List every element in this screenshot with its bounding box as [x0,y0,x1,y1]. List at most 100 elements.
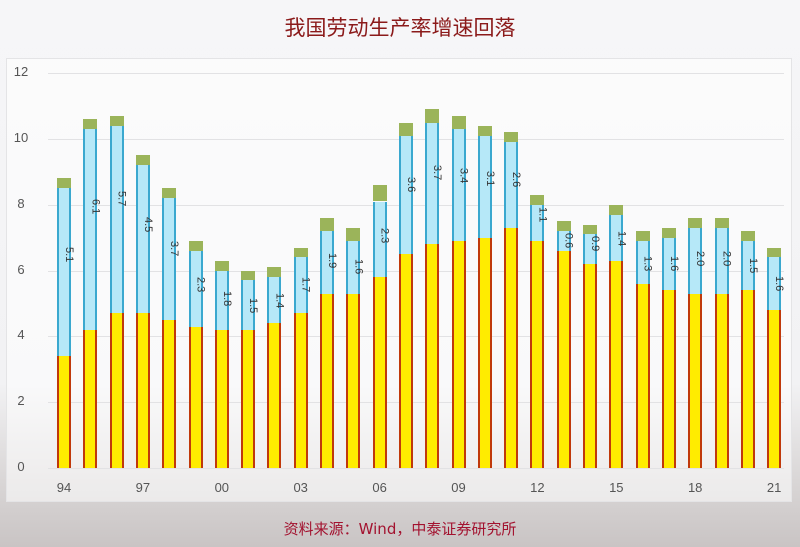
bar-base-segment [530,240,545,468]
bar-mid-segment: 6.1 [83,129,101,330]
bar-mid-segment: 3.6 [398,135,417,255]
bar-value-label: 5.7 [115,191,128,207]
bar-base-segment [425,244,440,468]
bar-cap-segment [661,227,676,238]
y-tick-label: 4 [17,327,25,343]
bar-value-label: 1.3 [641,255,654,272]
bar-base-segment [451,240,466,468]
bar-mid-segment: 1.7 [293,257,312,314]
bar-cap-segment [135,155,150,166]
bar-mid-segment: 1.3 [635,240,654,284]
bar-base-segment [688,293,703,468]
bar-cap-segment [214,260,229,271]
bar-value-label: 3.4 [457,168,470,184]
bar-value-label: 2.3 [194,277,207,293]
bar-base-segment [162,319,177,468]
bar-cap-segment [530,194,545,205]
gridline [48,139,784,140]
y-tick-label: 12 [13,64,29,80]
bar-mid-segment: 2.0 [714,227,733,294]
bar-cap-segment [740,231,755,241]
bar-mid-segment: 2.3 [372,201,391,278]
bar-base-segment [556,250,571,468]
bar-value-label: 1.6 [352,259,365,275]
bar-cap-segment [109,115,124,126]
bar-mid-segment: 2.0 [688,227,706,294]
source-note: 资料来源：Wind，中泰证券研究所 [283,520,517,538]
bar-base-segment [109,313,124,468]
bar-mid-segment: 5.1 [57,188,75,357]
bar-value-label: 2.6 [510,172,523,188]
bar-value-label: 2.0 [694,250,707,267]
bar-base-segment [504,227,519,468]
bar-value-label: 1.9 [326,252,338,269]
bar-base-segment [661,290,676,468]
bar-mid-segment: 3.1 [477,135,496,238]
bar-cap-segment [372,185,387,202]
x-tick-label: 00 [214,480,230,495]
bar-value-label: 0.6 [562,233,575,249]
bar-value-label: 1.7 [299,277,312,293]
gridline [48,204,784,206]
bar-cap-segment [320,217,334,232]
x-tick-label: 15 [609,480,624,495]
bar-base-segment [135,313,150,468]
gridline [48,270,784,272]
x-tick-label: 18 [687,480,703,495]
x-tick-label: 94 [56,480,72,495]
bar-base-segment [293,313,308,468]
chart-title: 我国劳动生产率增速回落 [284,16,516,40]
bar-cap-segment [714,217,729,228]
bar-mid-segment: 1.5 [241,280,259,330]
x-tick-label: 12 [530,480,545,495]
y-tick-label: 10 [13,130,29,145]
bar-value-label: 1.8 [220,291,233,307]
bar-cap-segment [767,247,782,258]
bar-value-label: 1.6 [667,256,680,272]
bar-base-segment [609,260,624,468]
bar-base-segment [57,356,71,468]
bar-value-label: 3.7 [431,165,444,181]
bar-mid-segment: 1.9 [320,231,338,294]
bar-cap-segment [398,122,413,136]
bar-cap-segment [293,247,308,258]
bar-value-label: 1.1 [536,206,549,223]
bar-value-label: 6.1 [89,199,102,215]
x-tick-label: 21 [766,480,782,495]
gridline [48,468,784,469]
gridline [48,73,784,75]
bar-mid-segment: 5.7 [109,125,128,314]
bar-base-segment [346,293,361,468]
gridline [48,336,784,338]
bar-mid-segment: 1.8 [214,270,233,330]
bar-value-label: 3.6 [404,177,417,193]
bar-cap-segment [267,267,282,278]
bar-base-segment [477,237,492,468]
bar-value-label: 1.5 [247,297,260,314]
y-tick-label: 2 [17,393,25,409]
bar-base-segment [267,323,282,468]
bar-value-label: 2.0 [720,250,733,267]
x-tick-label: 09 [451,480,466,495]
bar-cap-segment [609,204,624,215]
bar-base-segment [241,329,256,468]
bar-mid-segment: 3.7 [425,122,443,245]
bar-value-label: 3.1 [483,171,496,187]
bar-value-label: 1.6 [773,275,786,292]
bar-value-label: 0.9 [589,236,601,252]
bar-base-segment [740,290,755,468]
bar-value-label: 1.5 [746,258,759,274]
bar-mid-segment: 2.6 [504,142,522,228]
bar-value-label: 2.3 [378,227,391,244]
bar-cap-segment [451,115,466,130]
x-tick-label: 97 [135,480,151,495]
bar-value-label: 1.4 [615,230,628,247]
bar-mid-segment: 3.7 [162,198,180,320]
bar-base-segment [372,277,387,468]
bar-cap-segment [188,240,203,251]
bar-cap-segment [425,109,440,123]
bar-base-segment [767,310,782,468]
bar-mid-segment: 1.4 [609,214,627,261]
bar-mid-segment: 1.1 [530,204,548,241]
bar-value-label: 5.1 [63,247,75,263]
